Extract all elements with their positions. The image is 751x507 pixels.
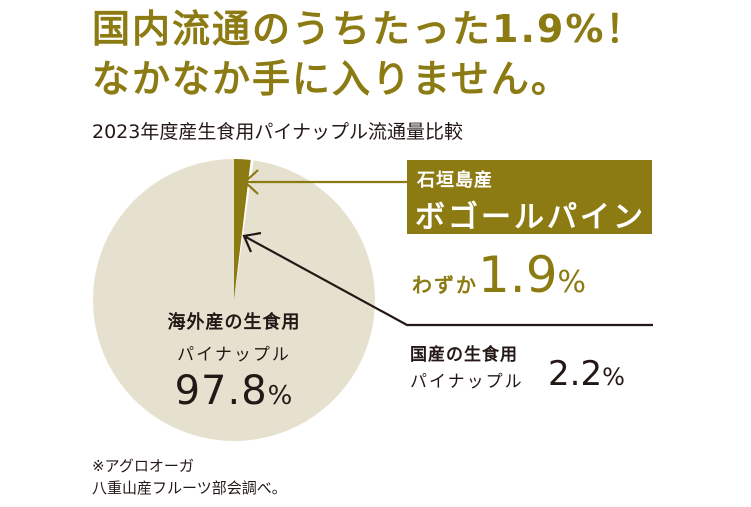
domestic-value: 2.2% [548,354,625,394]
overseas-label-line-1: 海外産の生食用 [167,312,301,333]
overseas-value-number: 97.8 [174,368,268,414]
bogoru-share: わずか1.9% [412,246,586,304]
domestic-value-unit: % [602,363,625,391]
bogoru-callout-box: 石垣島産 ボゴールパイン [407,160,652,235]
headline-line-2: なかなか手に入りません。 [92,57,571,101]
domestic-label-line-1: 国産の生食用 [410,345,518,365]
source-line-2: 八重山産フルーツ部会調べ。 [92,479,287,497]
pie-slice-bogoru [234,159,251,300]
bogoru-arrow [243,169,407,195]
bogoru-share-unit: % [557,265,587,300]
bogoru-name: ボゴールパイン [415,200,646,235]
headline-line-1: 国内流通のうちたった1.9%！ [92,7,646,51]
domestic-value-number: 2.2 [548,354,603,394]
domestic-arrow [242,231,653,327]
domestic-label-line-2: パイナップル [410,372,524,392]
overseas-value-unit: % [267,381,294,411]
domestic-label: 国産の生食用 パイナップル [410,342,524,396]
source-line-1: ※アグロオーガ [92,457,194,475]
overseas-value: 97.8% [134,368,334,414]
bogoru-origin: 石垣島産 [417,170,493,191]
chart-subtitle: 2023年度産生食用パイナップル流通量比較 [92,121,463,143]
source-note: ※アグロオーガ 八重山産フルーツ部会調べ。 [92,455,287,499]
bogoru-share-value: 1.9 [478,246,558,304]
overseas-label-line-2: パイナップル [177,345,291,365]
pie-slice-domestic-other [234,160,254,300]
bogoru-share-prefix: わずか [412,273,478,297]
